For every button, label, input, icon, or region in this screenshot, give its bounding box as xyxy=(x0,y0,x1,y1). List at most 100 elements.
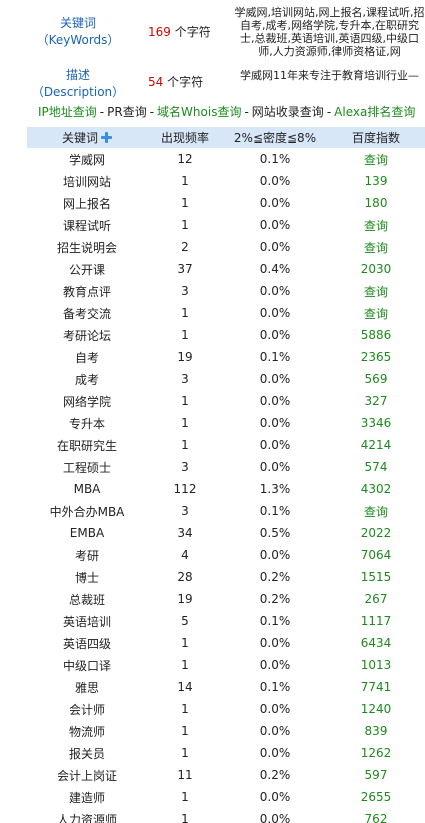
density-cell: 0.0% xyxy=(259,196,291,210)
header-baidu-index: 百度指数 xyxy=(351,131,400,145)
baidu-index-link[interactable]: 4302 xyxy=(360,482,392,496)
baidu-index-link[interactable]: 2655 xyxy=(360,790,392,804)
table-row: 网上报名 1 0.0% 180 xyxy=(27,192,425,214)
density-cell: 0.0% xyxy=(259,438,291,452)
density-cell: 0.4% xyxy=(259,262,291,276)
table-row: 成考 3 0.0% 569 xyxy=(27,368,425,390)
keyword-cell: 人力资源师 xyxy=(56,812,117,823)
table-row: 备考交流 1 0.0% 查询 xyxy=(27,302,425,324)
description-count-number: 54 xyxy=(148,75,164,89)
frequency-cell: 1 xyxy=(181,790,189,804)
baidu-index-link[interactable]: 762 xyxy=(364,812,388,823)
baidu-index-link[interactable]: 327 xyxy=(364,394,388,408)
alexa-lookup-link[interactable]: Alexa排名查询 xyxy=(334,105,416,119)
frequency-cell: 1 xyxy=(181,812,189,823)
baidu-index-link[interactable]: 1262 xyxy=(360,746,392,760)
baidu-index-link[interactable]: 574 xyxy=(364,460,388,474)
density-cell: 0.0% xyxy=(259,636,291,650)
baidu-index-link[interactable]: 180 xyxy=(364,196,388,210)
table-row: 考研 4 0.0% 7064 xyxy=(27,544,425,566)
frequency-cell: 2 xyxy=(181,240,189,254)
pr-lookup-link[interactable]: PR查询 xyxy=(107,105,147,119)
frequency-cell: 1 xyxy=(181,306,189,320)
baidu-index-link[interactable]: 3346 xyxy=(360,416,392,430)
frequency-cell: 12 xyxy=(177,152,193,166)
baidu-index-link[interactable]: 267 xyxy=(364,592,388,606)
plus-icon[interactable] xyxy=(101,132,112,143)
baidu-index-link[interactable]: 839 xyxy=(364,724,388,738)
table-row: 中级口译 1 0.0% 1013 xyxy=(27,654,425,676)
frequency-cell: 4 xyxy=(181,548,189,562)
table-row: 报关员 1 0.0% 1262 xyxy=(27,742,425,764)
baidu-index-link[interactable]: 1013 xyxy=(360,658,392,672)
description-text-line: 学威网11年来专注于教育培训行业— xyxy=(240,69,419,82)
baidu-index-link[interactable]: 1117 xyxy=(360,614,392,628)
density-cell: 0.5% xyxy=(259,526,291,540)
table-row: 总裁班 19 0.2% 267 xyxy=(27,588,425,610)
frequency-cell: 112 xyxy=(173,482,197,496)
density-cell: 0.0% xyxy=(259,790,291,804)
keywords-label: 关键词 （KeyWords） xyxy=(28,15,128,49)
density-cell: 0.0% xyxy=(259,460,291,474)
baidu-index-link[interactable]: 597 xyxy=(364,768,388,782)
table-row: 考研论坛 1 0.0% 5886 xyxy=(27,324,425,346)
header-frequency: 出现频率 xyxy=(160,131,209,145)
baidu-index-link[interactable]: 569 xyxy=(364,372,388,386)
description-label: 描述 （Description） xyxy=(28,67,128,101)
density-cell: 0.0% xyxy=(259,218,291,232)
keyword-cell: 报关员 xyxy=(68,746,105,761)
meta-description: 描述 （Description） 54 个字符 学威网11年来专注于教育培训行业… xyxy=(0,62,425,100)
density-cell: 0.0% xyxy=(259,394,291,408)
baidu-index-link[interactable]: 1515 xyxy=(360,570,392,584)
frequency-cell: 5 xyxy=(181,614,189,628)
baidu-index-link[interactable]: 1240 xyxy=(360,702,392,716)
keyword-cell: 考研论坛 xyxy=(62,328,111,343)
baidu-index-link[interactable]: 查询 xyxy=(363,152,388,167)
baidu-index-link[interactable]: 139 xyxy=(364,174,388,188)
header-density: 2%≦密度≦8% xyxy=(233,131,317,145)
description-text: 学威网11年来专注于教育培训行业— xyxy=(222,69,425,82)
keyword-cell: 学威网 xyxy=(68,152,105,167)
frequency-cell: 1 xyxy=(181,218,189,232)
keyword-cell: 中外合办MBA xyxy=(49,504,125,519)
baidu-index-link[interactable]: 7741 xyxy=(360,680,392,694)
keywords-label-cn: 关键词 xyxy=(59,16,96,30)
baidu-index-link[interactable]: 查询 xyxy=(363,284,388,299)
description-label-en: （Description） xyxy=(31,85,125,99)
frequency-cell: 28 xyxy=(177,570,193,584)
baidu-index-link[interactable]: 查询 xyxy=(363,240,388,255)
whois-lookup-link[interactable]: 域名Whois查询 xyxy=(157,105,242,119)
table-body: 学威网 12 0.1% 查询 培训网站 1 0.0% 139 网上报名 1 0.0% 180 课程试听 1… xyxy=(27,148,425,823)
baidu-index-link[interactable]: 2365 xyxy=(360,350,392,364)
keywords-text-line: 自考,成考,网络学院,专升本,在职研究 xyxy=(240,19,419,32)
keywords-count: 169 个字符 xyxy=(148,24,211,41)
density-cell: 0.2% xyxy=(259,592,291,606)
keyword-cell: 专升本 xyxy=(68,416,105,431)
keywords-count-number: 169 xyxy=(148,25,171,39)
density-cell: 0.2% xyxy=(259,768,291,782)
baidu-index-link[interactable]: 5886 xyxy=(360,328,392,342)
keyword-cell: 教育点评 xyxy=(62,284,111,299)
table-row: 学威网 12 0.1% 查询 xyxy=(27,148,425,170)
ip-lookup-link[interactable]: IP地址查询 xyxy=(38,105,97,119)
baidu-index-link[interactable]: 7064 xyxy=(360,548,392,562)
keyword-cell: 物流师 xyxy=(68,724,105,739)
frequency-cell: 3 xyxy=(181,504,189,518)
frequency-cell: 14 xyxy=(177,680,193,694)
keyword-cell: 招生说明会 xyxy=(56,240,117,255)
keywords-text-line: 学威网,培训网站,网上报名,课程试听,招 xyxy=(234,6,425,19)
baidu-index-link[interactable]: 6434 xyxy=(360,636,392,650)
baidu-index-link[interactable]: 查询 xyxy=(363,306,388,321)
keyword-cell: MBA xyxy=(73,482,101,496)
baidu-index-link[interactable]: 查询 xyxy=(363,504,388,519)
baidu-index-link[interactable]: 2022 xyxy=(360,526,392,540)
density-cell: 0.0% xyxy=(259,306,291,320)
baidu-index-link[interactable]: 4214 xyxy=(360,438,392,452)
table-row: 博士 28 0.2% 1515 xyxy=(27,566,425,588)
baidu-index-link[interactable]: 查询 xyxy=(363,218,388,233)
table-row: 物流师 1 0.0% 839 xyxy=(27,720,425,742)
baidu-index-link[interactable]: 2030 xyxy=(360,262,392,276)
link-separator: - xyxy=(99,105,105,119)
index-lookup-link[interactable]: 网站收录查询 xyxy=(251,105,324,119)
